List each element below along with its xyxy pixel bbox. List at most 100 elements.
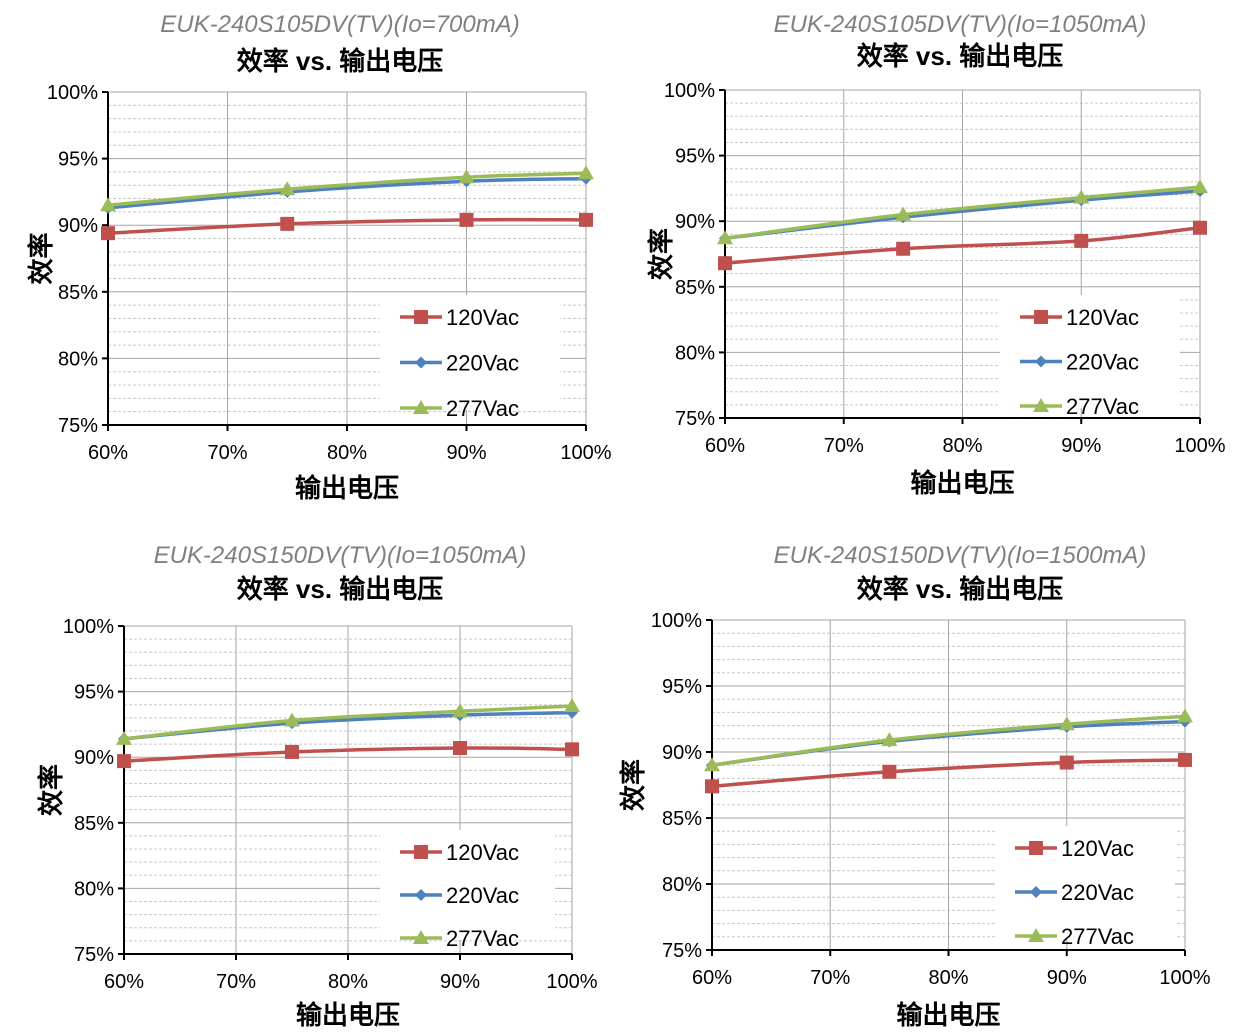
legend-entry: 120Vac xyxy=(400,840,519,865)
legend-entry: 220Vac xyxy=(1015,880,1134,905)
x-tick-label: 90% xyxy=(1047,967,1087,989)
series-277Vac xyxy=(704,708,1193,772)
series-line xyxy=(711,758,1186,789)
legend-entry: 277Vac xyxy=(400,396,519,421)
legend-entry: 120Vac xyxy=(1020,305,1139,330)
chart-subtitle: EUK-240S105DV(TV)(Io=700mA) xyxy=(160,11,519,38)
y-axis-label: 效率 xyxy=(618,759,648,811)
data-point xyxy=(279,181,296,196)
chart-title: 效率 vs. 输出电压 xyxy=(237,574,444,604)
data-point xyxy=(453,741,467,756)
y-tick-label: 95% xyxy=(74,682,114,704)
legend-box xyxy=(380,295,560,410)
data-point xyxy=(704,757,720,772)
data-point xyxy=(895,206,912,221)
series-line xyxy=(107,171,587,207)
legend-entry: 220Vac xyxy=(400,883,519,908)
x-tick-label: 80% xyxy=(327,442,367,464)
y-tick-label: 90% xyxy=(662,742,702,764)
y-tick-label: 100% xyxy=(63,616,114,638)
data-point xyxy=(578,165,594,180)
legend-label: 220Vac xyxy=(446,351,519,376)
data-point xyxy=(564,698,580,713)
efficiency-chart-1: EUK-240S105DV(TV)(Io=700mA) 效率 vs. 输出电压 75… xyxy=(0,0,620,510)
x-tick-label: 70% xyxy=(824,435,864,457)
data-point xyxy=(280,216,295,231)
efficiency-chart-4: EUK-240S150DV(TV)(Io=1500mA) 效率 vs. 输出电压 7… xyxy=(618,530,1240,1034)
data-point xyxy=(459,212,474,227)
x-axis-label: 输出电压 xyxy=(296,1000,400,1030)
data-point xyxy=(565,742,579,757)
chart-title: 效率 vs. 输出电压 xyxy=(237,46,444,76)
y-tick-label: 90% xyxy=(58,215,98,237)
x-tick-label: 60% xyxy=(104,971,144,993)
x-tick-label: 60% xyxy=(692,967,732,989)
data-point xyxy=(285,744,299,759)
legend-label: 277Vac xyxy=(1061,924,1134,949)
y-tick-label: 75% xyxy=(58,415,98,437)
legend-marker xyxy=(1029,841,1043,855)
legend-label: 120Vac xyxy=(1066,305,1139,330)
x-tick-label: 80% xyxy=(328,971,368,993)
y-tick-label: 75% xyxy=(74,944,114,966)
x-tick-label: 60% xyxy=(88,442,128,464)
x-tick-label: 70% xyxy=(207,442,247,464)
y-axis-label: 效率 xyxy=(36,764,66,816)
series-line xyxy=(107,176,587,210)
y-tick-label: 85% xyxy=(662,808,702,830)
data-point xyxy=(705,779,719,794)
legend-label: 120Vac xyxy=(446,840,519,865)
data-point xyxy=(1058,716,1075,731)
y-tick-label: 75% xyxy=(662,940,702,962)
legend-marker xyxy=(1030,886,1042,898)
legend-label: 120Vac xyxy=(1061,836,1134,861)
data-point xyxy=(1177,708,1193,723)
y-tick-label: 100% xyxy=(47,82,98,104)
x-tick-label: 80% xyxy=(942,435,982,457)
series-line xyxy=(724,226,1201,265)
chart-svg: EUK-240S150DV(TV)(Io=1500mA) 效率 vs. 输出电压 7… xyxy=(618,542,1211,1030)
data-point xyxy=(881,732,898,747)
y-tick-label: 90% xyxy=(675,211,715,233)
legend-box xyxy=(380,830,555,940)
data-point xyxy=(1073,189,1090,204)
chart-subtitle: EUK-240S150DV(TV)(Io=1500mA) xyxy=(774,542,1147,569)
y-tick-label: 80% xyxy=(675,342,715,364)
x-tick-label: 100% xyxy=(560,442,611,464)
series-277Vac xyxy=(717,179,1208,245)
y-tick-label: 100% xyxy=(664,80,715,102)
y-tick-label: 85% xyxy=(74,813,114,835)
data-point xyxy=(100,197,116,212)
data-point xyxy=(1193,220,1207,235)
y-tick-label: 90% xyxy=(74,747,114,769)
data-point xyxy=(717,230,733,245)
series-line xyxy=(123,704,573,741)
data-point xyxy=(579,212,593,227)
chart-subtitle: EUK-240S105DV(TV)(Io=1050mA) xyxy=(774,11,1147,38)
legend-marker xyxy=(1035,355,1047,368)
series-120Vac xyxy=(101,212,593,241)
chart-svg: EUK-240S150DV(TV)(Io=1050mA) 效率 vs. 输出电压 7… xyxy=(36,542,598,1030)
chart-subtitle: EUK-240S150DV(TV)(Io=1050mA) xyxy=(154,542,527,569)
series-120Vac xyxy=(718,220,1207,271)
series-line xyxy=(711,714,1186,767)
data-point xyxy=(458,169,475,184)
data-point xyxy=(116,730,132,745)
legend-box xyxy=(1000,295,1180,408)
legend-label: 220Vac xyxy=(1066,350,1139,375)
legend-label: 277Vac xyxy=(446,926,519,951)
series-line xyxy=(107,217,587,235)
y-tick-label: 80% xyxy=(662,874,702,896)
efficiency-chart-2: EUK-240S105DV(TV)(Io=1050mA) 效率 vs. 输出电压 7… xyxy=(620,0,1240,510)
series-line xyxy=(123,746,573,763)
x-tick-label: 100% xyxy=(1159,967,1210,989)
legend-marker xyxy=(413,930,429,944)
efficiency-chart-3: EUK-240S150DV(TV)(Io=1050mA) 效率 vs. 输出电压 7… xyxy=(0,530,620,1034)
y-tick-label: 80% xyxy=(58,348,98,370)
x-tick-label: 70% xyxy=(810,967,850,989)
y-axis-label: 效率 xyxy=(26,232,56,284)
legend-box xyxy=(995,826,1175,938)
series-277Vac xyxy=(100,165,594,212)
x-tick-label: 70% xyxy=(216,971,256,993)
x-axis-label: 输出电压 xyxy=(910,468,1014,498)
